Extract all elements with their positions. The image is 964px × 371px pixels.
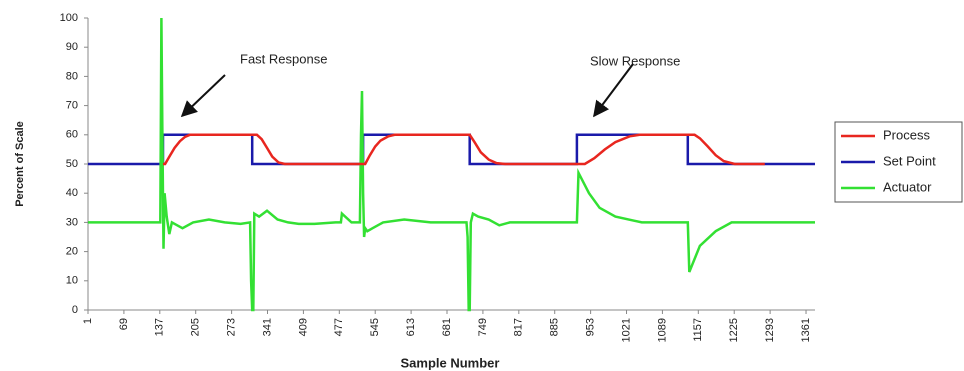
x-tick-label: 817 (513, 318, 525, 336)
y-tick-label: 90 (66, 41, 78, 53)
y-tick-label: 50 (66, 158, 78, 170)
x-axis-label: Sample Number (401, 355, 500, 370)
x-tick-label: 205 (190, 318, 202, 336)
y-tick-label: 80 (66, 70, 78, 82)
x-tick-label: 69 (118, 318, 130, 330)
x-tick-label: 409 (297, 318, 309, 336)
x-tick-label: 1021 (620, 318, 632, 342)
y-tick-label: 100 (60, 12, 78, 24)
annotation: Slow Response (590, 53, 680, 68)
x-tick-label: 1089 (656, 318, 668, 342)
y-tick-label: 20 (66, 246, 78, 258)
x-tick-label: 341 (261, 318, 273, 336)
y-tick-label: 70 (66, 100, 78, 112)
arrow (180, 74, 226, 118)
x-tick-label: 953 (585, 318, 597, 336)
x-tick-label: 1 (82, 318, 94, 324)
x-tick-label: 681 (441, 318, 453, 336)
x-tick-label: 1293 (764, 318, 776, 342)
x-tick-label: 749 (477, 318, 489, 336)
x-tick-label: 885 (549, 318, 561, 336)
y-tick-label: 60 (66, 129, 78, 141)
legend-label: Actuator (883, 179, 932, 194)
series-line (88, 17, 815, 312)
annotation: Fast Response (240, 51, 327, 66)
series-line (88, 133, 815, 166)
y-tick-label: 0 (72, 304, 78, 316)
x-tick-label: 613 (405, 318, 417, 336)
x-tick-label: 1361 (800, 318, 812, 342)
x-tick-label: 137 (154, 318, 166, 336)
x-tick-label: 477 (333, 318, 345, 336)
y-tick-label: 40 (66, 187, 78, 199)
y-axis-label: Percent of Scale (14, 121, 26, 207)
x-tick-label: 1225 (728, 318, 740, 342)
y-tick-label: 30 (66, 216, 78, 228)
legend-label: Process (883, 127, 930, 142)
arrow (593, 63, 634, 118)
x-tick-label: 273 (226, 318, 238, 336)
x-tick-label: 545 (369, 318, 381, 336)
legend-label: Set Point (883, 153, 936, 168)
x-tick-label: 1157 (692, 318, 704, 342)
y-tick-label: 10 (66, 275, 78, 287)
series-line (163, 133, 765, 166)
